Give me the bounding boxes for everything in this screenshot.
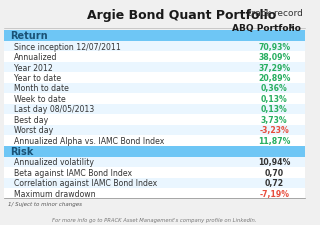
Text: Maximum drawdown: Maximum drawdown xyxy=(14,189,95,198)
Text: -3,23%: -3,23% xyxy=(259,126,289,135)
Text: Beta against IAMC Bond Index: Beta against IAMC Bond Index xyxy=(14,168,132,177)
FancyBboxPatch shape xyxy=(4,157,305,167)
Text: 3,73%: 3,73% xyxy=(261,115,287,124)
Text: Worst day: Worst day xyxy=(14,126,53,135)
FancyBboxPatch shape xyxy=(4,94,305,104)
FancyBboxPatch shape xyxy=(4,52,305,63)
FancyBboxPatch shape xyxy=(4,167,305,178)
Text: For more info go to PRACK Asset Management's company profile on LinkedIn.: For more info go to PRACK Asset Manageme… xyxy=(52,217,257,222)
Text: Best day: Best day xyxy=(14,115,48,124)
Text: Since inception 12/07/2011: Since inception 12/07/2011 xyxy=(14,43,121,51)
FancyBboxPatch shape xyxy=(4,115,305,125)
Text: 0,72: 0,72 xyxy=(265,178,284,187)
Text: 20,89%: 20,89% xyxy=(258,74,290,83)
Text: Argie Bond Quant Portfolio: Argie Bond Quant Portfolio xyxy=(87,9,276,22)
Text: 1/: 1/ xyxy=(288,24,294,29)
Text: 0,13%: 0,13% xyxy=(261,105,288,114)
Text: Annualized volatility: Annualized volatility xyxy=(14,158,94,167)
Text: Correlation against IAMC Bond Index: Correlation against IAMC Bond Index xyxy=(14,178,157,187)
Text: Month to date: Month to date xyxy=(14,84,68,93)
FancyBboxPatch shape xyxy=(4,73,305,83)
Text: 11,87%: 11,87% xyxy=(258,136,290,145)
Text: Return: Return xyxy=(11,31,48,41)
FancyBboxPatch shape xyxy=(4,63,305,73)
Text: 0,36%: 0,36% xyxy=(261,84,288,93)
Text: Week to date: Week to date xyxy=(14,94,65,104)
Text: Risk: Risk xyxy=(11,146,34,156)
FancyBboxPatch shape xyxy=(4,42,305,52)
FancyBboxPatch shape xyxy=(4,125,305,135)
FancyBboxPatch shape xyxy=(4,83,305,94)
FancyBboxPatch shape xyxy=(4,135,305,146)
Text: -7,19%: -7,19% xyxy=(259,189,289,198)
Text: track record: track record xyxy=(245,9,303,18)
FancyBboxPatch shape xyxy=(4,178,305,188)
Text: 10,94%: 10,94% xyxy=(258,158,290,167)
Text: ABQ Portfolio: ABQ Portfolio xyxy=(232,24,301,32)
Text: 37,29%: 37,29% xyxy=(258,63,290,72)
Text: 0,70: 0,70 xyxy=(265,168,284,177)
Text: Year to date: Year to date xyxy=(14,74,61,83)
Text: Annualized: Annualized xyxy=(14,53,57,62)
Text: 70,93%: 70,93% xyxy=(258,43,290,51)
Text: Year 2012: Year 2012 xyxy=(14,63,52,72)
FancyBboxPatch shape xyxy=(4,188,305,199)
Text: Annualized Alpha vs. IAMC Bond Index: Annualized Alpha vs. IAMC Bond Index xyxy=(14,136,164,145)
FancyBboxPatch shape xyxy=(4,31,305,42)
FancyBboxPatch shape xyxy=(4,104,305,115)
Text: 1/ Suject to minor changes: 1/ Suject to minor changes xyxy=(7,201,82,206)
Text: Last day 08/05/2013: Last day 08/05/2013 xyxy=(14,105,94,114)
Text: 38,09%: 38,09% xyxy=(258,53,290,62)
Text: 0,13%: 0,13% xyxy=(261,94,288,104)
FancyBboxPatch shape xyxy=(4,146,305,157)
